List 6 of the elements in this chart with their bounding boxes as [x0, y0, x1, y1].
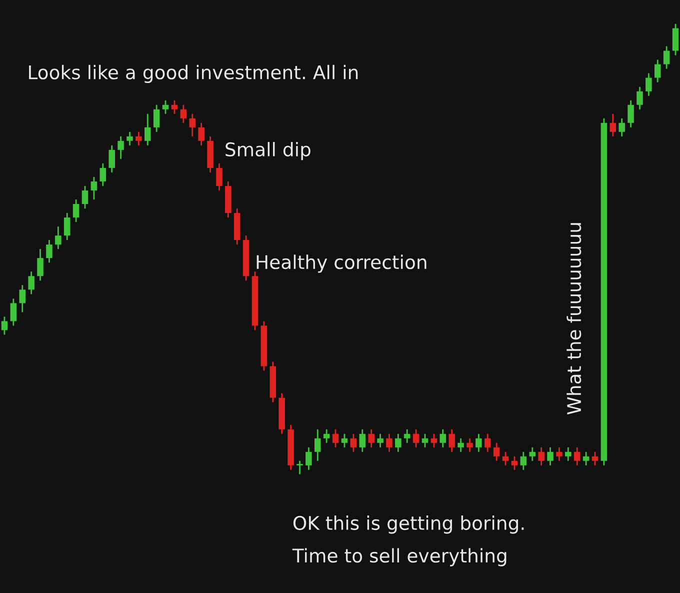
- annotation: What the fuuuuuuuu: [566, 223, 582, 414]
- annotation: Looks like a good investment. All in: [29, 64, 358, 84]
- annotation: Healthy correction: [256, 254, 426, 273]
- text: OK this is getting boring.: [293, 516, 524, 534]
- text: Time to sell everything: [292, 548, 506, 566]
- annotation: Small dip: [226, 142, 310, 160]
